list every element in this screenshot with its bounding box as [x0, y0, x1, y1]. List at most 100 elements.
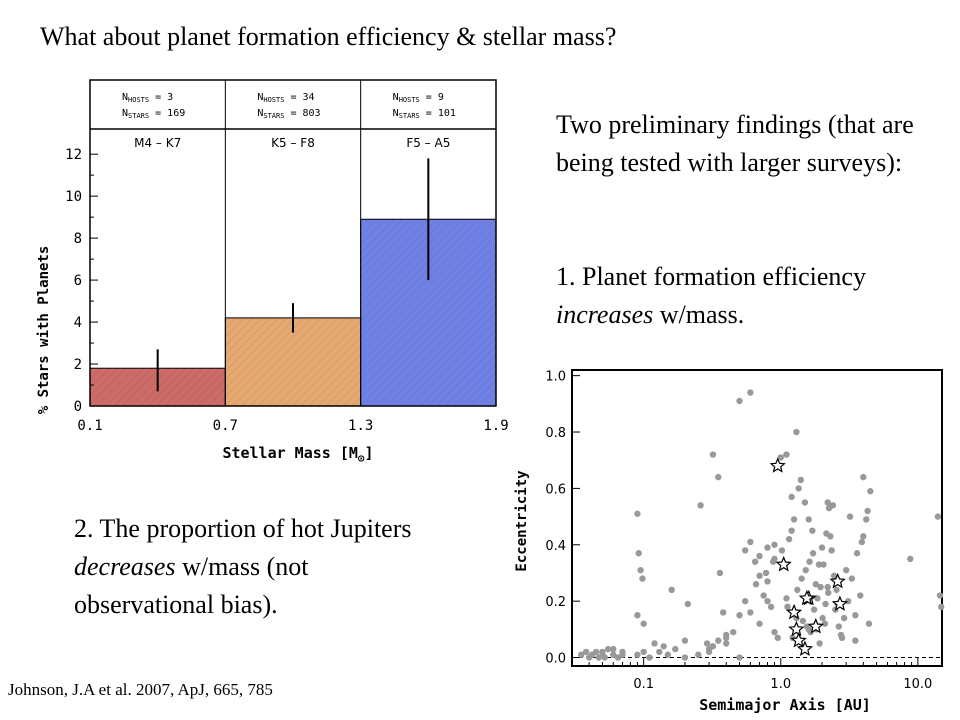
- scatter-y-tick-label: 0.4: [545, 539, 566, 554]
- planet-point: [695, 651, 702, 658]
- planet-point: [705, 648, 713, 656]
- planet-point: [840, 614, 848, 622]
- scatter-y-tick-label: 0.8: [545, 426, 566, 441]
- finding-1-text-b: w/mass.: [653, 300, 745, 329]
- planet-point: [825, 589, 832, 596]
- planet-point: [824, 583, 831, 591]
- planet-point: [709, 643, 717, 650]
- histogram-x-axis-label: Stellar Mass [M⊙]: [222, 444, 373, 465]
- planet-point: [697, 502, 704, 509]
- planet-point: [760, 592, 767, 599]
- planet-point: [820, 561, 827, 568]
- header-stars-2: NSTARS = 803: [257, 108, 320, 120]
- bin-label-1: M4 – K7: [134, 136, 181, 150]
- planet-point: [833, 586, 840, 594]
- planet-point: [842, 566, 850, 574]
- planet-point: [818, 544, 826, 551]
- star-host-point: [798, 589, 815, 606]
- planet-point: [828, 547, 835, 554]
- planet-point: [668, 586, 675, 594]
- y-tick-label-0: 0: [74, 399, 82, 415]
- planet-point: [852, 612, 859, 619]
- planet-point: [723, 640, 730, 647]
- planet-fraction-histogram: M4 – K7 NHOSTS = 3 NSTARS = 169 K5 – F8 NHOS…: [36, 79, 509, 465]
- planet-point: [592, 648, 600, 656]
- planet-point: [790, 516, 798, 523]
- planet-point: [867, 488, 874, 495]
- planet-point: [751, 558, 759, 565]
- planet-point: [852, 637, 859, 644]
- planet-point: [771, 541, 778, 548]
- planet-point: [846, 513, 854, 520]
- planet-point: [774, 634, 781, 642]
- planet-point: [747, 538, 754, 546]
- y-tick-label-6: 6: [74, 273, 82, 289]
- planet-point: [651, 640, 658, 647]
- planet-point: [798, 575, 805, 582]
- planet-point: [634, 510, 641, 517]
- planet-point: [715, 473, 722, 481]
- star-host-point: [807, 617, 824, 634]
- planet-point: [824, 499, 831, 506]
- eccentricity-scatter-plot: 0.0 0.2 0.4 0.6 0.8 1.0 0.1 1.0 10.0 Semimajor A…: [514, 369, 945, 714]
- finding-1: 1. Planet formation efficiency increases…: [556, 258, 956, 334]
- y-tick-label-8: 8: [74, 231, 82, 247]
- planet-point: [769, 558, 777, 565]
- scatter-x-tick-label: 10.0: [903, 677, 932, 692]
- planet-point: [835, 623, 842, 630]
- planet-point: [938, 603, 945, 610]
- planet-point: [810, 606, 818, 613]
- star-host-point: [796, 640, 814, 656]
- planet-point: [907, 555, 914, 563]
- scatter-y-tick-label: 0.2: [545, 595, 566, 610]
- planet-point: [703, 640, 711, 647]
- planet-point: [848, 575, 856, 582]
- planet-point: [736, 654, 743, 661]
- x-tick-label-1.9: 1.9: [483, 418, 508, 434]
- star-host-point: [790, 632, 807, 648]
- planet-point: [610, 651, 617, 658]
- planet-point: [741, 547, 749, 554]
- planet-point: [857, 592, 864, 599]
- planet-point: [610, 645, 617, 653]
- planet-point: [860, 533, 867, 540]
- planet-point: [640, 648, 647, 656]
- histogram-y-axis-label: % Stars with Planets: [36, 246, 52, 415]
- scatter-y-tick-label: 0.6: [545, 482, 566, 497]
- planet-point: [634, 612, 641, 619]
- planet-point: [837, 631, 845, 639]
- planet-point: [936, 592, 944, 599]
- planet-point: [741, 597, 749, 605]
- planet-point: [664, 651, 672, 658]
- planet-point: [660, 643, 667, 650]
- planet-point: [756, 552, 763, 560]
- scatter-y-axis-label: Eccentricity: [514, 470, 530, 572]
- bin-label-3: F5 – A5: [406, 136, 450, 150]
- finding-1-text-a: 1. Planet formation efficiency: [556, 262, 866, 291]
- planet-point: [716, 569, 724, 577]
- header-hosts-2: NHOSTS = 34: [257, 92, 314, 104]
- bin-label-2: K5 – F8: [271, 136, 315, 150]
- star-host-point: [785, 603, 803, 620]
- y-tick-label-10: 10: [65, 189, 82, 205]
- planet-point: [681, 637, 689, 644]
- planet-point: [777, 454, 784, 461]
- x-label-main: Stellar Mass [M: [222, 444, 357, 462]
- planet-point: [806, 558, 813, 565]
- star-host-point: [769, 457, 786, 473]
- planet-point: [756, 620, 763, 627]
- planet-point: [646, 654, 653, 661]
- planet-point: [823, 530, 830, 537]
- planet-point: [619, 651, 626, 658]
- planet-point: [634, 651, 641, 658]
- planet-point: [830, 572, 838, 579]
- planet-point: [853, 550, 861, 557]
- planet-point: [934, 513, 942, 520]
- planet-point: [819, 614, 826, 622]
- planet-point: [815, 561, 823, 568]
- planet-point: [599, 648, 606, 656]
- scatter-x-tick-label: 0.1: [633, 677, 654, 692]
- header-hosts-3: NHOSTS = 9: [393, 92, 444, 104]
- planet-point: [640, 620, 647, 627]
- planet-point: [794, 586, 801, 594]
